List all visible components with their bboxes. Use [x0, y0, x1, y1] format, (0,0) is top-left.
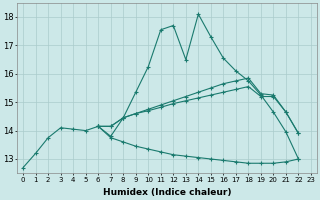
X-axis label: Humidex (Indice chaleur): Humidex (Indice chaleur): [103, 188, 231, 197]
